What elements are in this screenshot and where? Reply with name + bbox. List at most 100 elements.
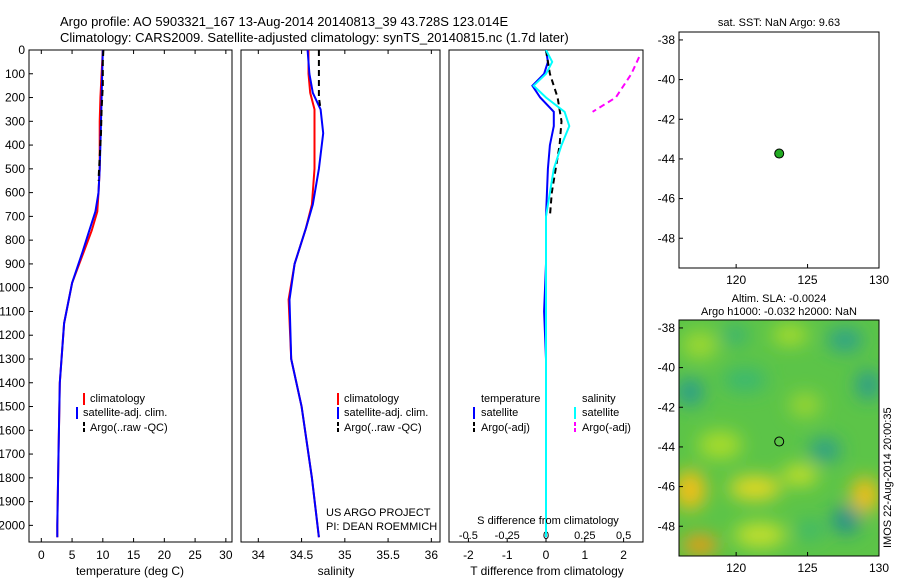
map-y-tick-label: -46 bbox=[658, 480, 676, 494]
argo-location-marker bbox=[774, 436, 785, 447]
map-y-tick-label: -42 bbox=[658, 112, 676, 126]
header-line-1: Argo profile: AO 5903321_167 13-Aug-2014… bbox=[60, 14, 508, 29]
x-tick-label: -2 bbox=[463, 548, 474, 562]
heatmap-blob bbox=[679, 470, 706, 510]
depth-tick-label: 1700 bbox=[0, 447, 25, 461]
depth-tick-label: 1400 bbox=[0, 376, 25, 390]
sst-map-points bbox=[774, 148, 785, 159]
heatmap-blob bbox=[832, 506, 860, 534]
sla-map-title-2: Argo h1000: -0.032 h2000: NaN bbox=[701, 306, 857, 318]
salinity-axis-ticks: 34 34.5 35 35.5 36 bbox=[252, 50, 438, 562]
legend-label-t-argo: Argo(-adj) bbox=[481, 422, 530, 434]
legend-label-t-satellite: satellite bbox=[481, 407, 518, 419]
map-x-tick-label: 120 bbox=[726, 273, 746, 287]
series-line-s-argo-adj bbox=[592, 56, 641, 113]
depth-tick-label: 1900 bbox=[0, 495, 25, 509]
heatmap-blob bbox=[682, 331, 718, 359]
depth-tick-label: 700 bbox=[5, 209, 25, 223]
depth-tick-label: 300 bbox=[5, 114, 25, 128]
series-line-climatology bbox=[287, 50, 320, 538]
map-y-tick-label: -38 bbox=[658, 321, 676, 335]
depth-tick-label: 1300 bbox=[0, 352, 25, 366]
series-line-s-satellite bbox=[532, 50, 571, 538]
map-y-tick-label: -40 bbox=[658, 361, 676, 375]
depth-tick-label: 0 bbox=[18, 43, 25, 57]
sla-map-points bbox=[774, 436, 785, 447]
map-y-tick-label: -48 bbox=[658, 519, 676, 533]
depth-tick-label: 2000 bbox=[0, 518, 25, 532]
salinity-panel: 34 34.5 35 35.5 36 climatology satellite-adj… bbox=[240, 49, 441, 578]
temperature-legend: climatology satellite-adj. clim. Argo(..… bbox=[76, 393, 168, 434]
map-y-tick-label: -42 bbox=[658, 400, 676, 414]
s-x-tick-label: -0.5 bbox=[459, 530, 478, 542]
difference-lines bbox=[531, 50, 641, 538]
series-line-climatology bbox=[56, 50, 104, 538]
t-difference-axis-ticks: -2 -1 0 1 2 bbox=[463, 538, 627, 562]
credit-line-2: PI: DEAN ROEMMICH bbox=[326, 521, 437, 533]
heatmap-blob bbox=[682, 535, 718, 555]
header-line-2: Climatology: CARS2009. Satellite-adjuste… bbox=[60, 30, 569, 45]
t-difference-axis-label: T difference from climatology bbox=[470, 564, 624, 578]
s-x-tick-label: 0.5 bbox=[616, 530, 631, 542]
x-tick-label: 35 bbox=[338, 548, 352, 562]
salinity-lines bbox=[287, 50, 325, 538]
heatmap-blob bbox=[729, 476, 781, 500]
salinity-legend: climatology satellite-adj. clim. Argo(..… bbox=[337, 393, 428, 434]
x-tick-label: 1 bbox=[581, 548, 588, 562]
sst-map-ticks: 120 125 130 -38 -40 -42 -44 -46 -48 bbox=[658, 33, 890, 287]
timestamp-watermark: IMOS 22-Aug-2014 20:00:35 bbox=[882, 407, 894, 548]
legend-title-salinity: salinity bbox=[582, 393, 616, 405]
x-tick-label: 34 bbox=[252, 548, 266, 562]
depth-tick-label: 1100 bbox=[0, 304, 25, 318]
map-y-tick-label: -46 bbox=[658, 192, 676, 206]
heatmap-blob bbox=[698, 431, 742, 459]
s-x-tick-label: -0.25 bbox=[495, 530, 520, 542]
s-difference-axis-label: S difference from climatology bbox=[477, 515, 619, 527]
depth-tick-label: 800 bbox=[5, 233, 25, 247]
heatmap-blob bbox=[851, 477, 879, 513]
heatmap-blob bbox=[679, 378, 704, 406]
series-line-t-argo-adj bbox=[545, 50, 563, 217]
x-tick-label: 35.5 bbox=[376, 548, 400, 562]
x-tick-label: 2 bbox=[620, 548, 627, 562]
depth-tick-label: 1600 bbox=[0, 423, 25, 437]
depth-tick-label: 100 bbox=[5, 67, 25, 81]
depth-tick-label: 600 bbox=[5, 186, 25, 200]
map-x-tick-label: 125 bbox=[798, 273, 818, 287]
legend-label-satellite: satellite-adj. clim. bbox=[83, 407, 167, 419]
x-tick-label: 25 bbox=[188, 548, 202, 562]
temperature-axis-label: temperature (deg C) bbox=[76, 564, 184, 578]
map-y-tick-label: -44 bbox=[658, 440, 676, 454]
sla-heatmap bbox=[679, 320, 879, 556]
salinity-axis-label: salinity bbox=[318, 564, 355, 578]
heatmap-blob bbox=[734, 523, 786, 547]
map-x-tick-label: 125 bbox=[798, 561, 818, 575]
heatmap-blob bbox=[856, 370, 879, 400]
argo-location-marker bbox=[774, 148, 785, 159]
sla-map-ticks: 120 125 130 -38 -40 -42 -44 -46 -48 bbox=[658, 321, 890, 575]
heatmap-blob bbox=[772, 325, 808, 345]
temperature-panel: 0100200300400500600700800900100011001200… bbox=[0, 43, 233, 578]
x-tick-label: 10 bbox=[96, 548, 110, 562]
depth-axis-ticks: 0 100 200 300 400 500 600 700 800 900 1000 1100 1200… bbox=[0, 43, 33, 532]
heatmap-blob bbox=[796, 520, 824, 540]
map-x-tick-label: 130 bbox=[869, 273, 889, 287]
depth-tick-label: 200 bbox=[5, 91, 25, 105]
x-tick-label: 15 bbox=[127, 548, 141, 562]
x-tick-label: 5 bbox=[69, 548, 76, 562]
legend-label-s-argo: Argo(-adj) bbox=[582, 422, 631, 434]
s-x-tick-label: 0.25 bbox=[574, 530, 595, 542]
salinity-frame bbox=[240, 49, 441, 543]
sst-map-title: sat. SST: NaN Argo: 9.63 bbox=[718, 17, 840, 29]
sla-map-frame bbox=[678, 319, 880, 557]
legend-label-climatology: climatology bbox=[344, 393, 400, 405]
series-line-argo-raw-qc bbox=[97, 50, 105, 181]
difference-legend: temperature satellite Argo(-adj) salinit… bbox=[473, 393, 631, 434]
x-tick-label: 34.5 bbox=[290, 548, 314, 562]
depth-tick-label: 1000 bbox=[0, 281, 25, 295]
legend-label-argo: Argo(..raw -QC) bbox=[90, 422, 168, 434]
series-line-satellite-adj-clim bbox=[56, 50, 104, 538]
series-line-satellite-adj-clim bbox=[288, 50, 325, 538]
map-x-tick-label: 130 bbox=[869, 561, 889, 575]
heatmap-blob bbox=[809, 438, 841, 462]
